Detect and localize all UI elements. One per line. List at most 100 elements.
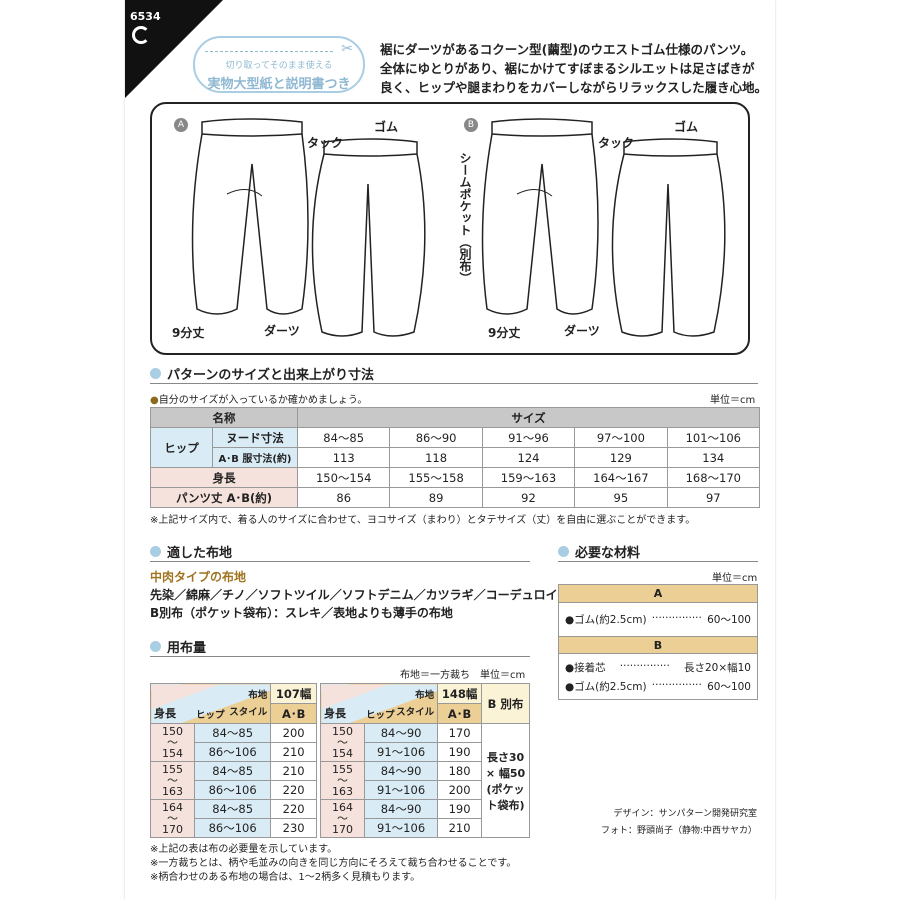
yardage-value: 210 <box>437 818 482 838</box>
table-row: 91〜106 200 <box>321 780 530 800</box>
style-value: A･B <box>437 703 482 724</box>
cell: 134 <box>666 447 761 468</box>
height-range: 164 〜 170 <box>320 799 365 838</box>
yardage-value: 170 <box>437 723 482 743</box>
materials-section-title: 必要な材料 <box>558 542 640 561</box>
hip-range: 84〜90 <box>363 799 439 819</box>
cell: 164〜167 <box>574 467 668 488</box>
cell: 97 <box>666 487 761 508</box>
style-label: スタイル <box>396 707 435 718</box>
dart-label-b: ダーツ <box>564 324 600 338</box>
header-size: サイズ <box>297 407 760 428</box>
fabric-line: 先染／綿麻／チノ／ソフトツイル／ソフトデニム／カツラギ／コーデュロイ <box>150 588 558 602</box>
corner-header: 布地 スタイル 身長 ヒップ <box>149 683 272 724</box>
material-name: ●ゴム(約2.5cm) <box>565 614 647 626</box>
material-item: ●接着芯 ··············· 長さ20×幅10 <box>559 654 757 675</box>
yardage-value: 210 <box>270 761 317 781</box>
fabric-width: 107幅 <box>270 683 317 704</box>
leader-dots: ··············· <box>651 612 702 624</box>
divider <box>558 561 758 562</box>
fabric-line: B別布（ポケット袋布）：スレキ／表地よりも薄手の布地 <box>150 606 453 620</box>
size-unit: 単位＝cm <box>710 395 756 406</box>
material-value: 60〜100 <box>707 614 751 626</box>
cell: 155〜158 <box>389 467 483 488</box>
cell: 86 <box>296 487 391 508</box>
bullet-icon <box>558 546 569 557</box>
height-range: 164 〜 170 <box>150 799 195 838</box>
hip-range: 84〜90 <box>363 723 439 743</box>
elastic-label: ゴム <box>374 120 399 134</box>
size-note-text: 自分のサイズが入っているか確かめましょう。 <box>158 395 368 406</box>
table-row: A･B 服寸法(約) 113 118 124 129 134 <box>151 447 761 468</box>
size-section-title: パターンのサイズと出来上がり寸法 <box>150 364 374 383</box>
section-title-text: 適した布地 <box>167 546 233 561</box>
dart-label: ダーツ <box>264 324 300 338</box>
fabric-width: 148幅 <box>437 683 482 704</box>
material-value: 長さ20×幅10 <box>683 662 751 674</box>
cell: 86〜90 <box>389 427 483 448</box>
height-range: 155 〜 163 <box>320 761 365 800</box>
cell: 91〜96 <box>481 427 576 448</box>
height-label: 身長 <box>154 707 176 720</box>
yardage-value: 210 <box>270 742 317 762</box>
row-label: ヌード寸法 <box>212 427 298 448</box>
style-label: スタイル <box>229 707 268 718</box>
pants-a-front <box>191 118 309 315</box>
tuck-label-b: タック <box>598 136 635 150</box>
cell: 113 <box>296 447 391 468</box>
cell: 124 <box>481 447 576 468</box>
table-row: 155 〜 163 84〜85 210 <box>150 761 317 800</box>
hip-range: 84〜85 <box>193 761 272 781</box>
cell: 150〜154 <box>296 467 391 488</box>
intro-text: 裾にダーツがあるコクーン型(繭型)のウエストゴム仕様のパンツ。 全体にゆとりがあ… <box>380 40 767 97</box>
cut-line <box>205 51 333 52</box>
hip-range: 86〜106 <box>193 818 272 838</box>
fabric-label: 布地 <box>415 690 435 701</box>
fabric-label: 布地 <box>248 690 268 701</box>
b-extra-header: B 別布 <box>481 683 530 724</box>
corner-header: 布地 スタイル 身長 ヒップ <box>319 683 439 724</box>
height-range: 150 〜 154 <box>320 723 365 762</box>
length-label-b: 9分丈 <box>488 326 521 340</box>
style-b-mark: B <box>464 118 478 132</box>
pattern-badge: ✂ 切り取ってそのまま使える 実物大型紙と説明書つき <box>193 36 365 93</box>
credits: デザイン：サンパターン開発研究室 フォト：野頭尚子（静物:中西サヤカ） <box>601 806 757 836</box>
materials-a-header: A <box>559 585 757 603</box>
cell: 168〜170 <box>666 467 761 488</box>
intro-line: 良く、ヒップや腿まわりをカバーしながらリラックスした履き心地。 <box>380 80 768 95</box>
table-row: 身長 150〜154 155〜158 159〜163 164〜167 168〜170 <box>150 467 761 488</box>
section-title-text: パターンのサイズと出来上がり寸法 <box>167 368 374 383</box>
divider <box>150 383 758 384</box>
table-row: 150 〜 154 84〜85 200 <box>150 723 317 762</box>
section-title-text: 用布量 <box>167 641 207 656</box>
hip-range: 91〜106 <box>363 780 439 800</box>
elastic-label-b: ゴム <box>674 120 699 134</box>
hip-range: 84〜85 <box>193 723 272 743</box>
scissors-icon: ✂ <box>341 41 353 57</box>
table-row: 150 〜 154 84〜90 170 長さ30 × 幅50 (ポケット袋布) <box>320 723 530 838</box>
materials-b-header: B <box>559 636 757 654</box>
brand-logo <box>132 26 150 44</box>
table-row: パンツ丈 A･B(約) 86 89 92 95 97 <box>150 487 761 508</box>
cell: 84〜85 <box>296 427 391 448</box>
yardage-value: 180 <box>437 761 482 781</box>
size-note: ●自分のサイズが入っているか確かめましょう。 <box>150 395 368 406</box>
fabric-section-title: 適した布地 <box>150 542 232 561</box>
badge-small-text: 切り取ってそのまま使える <box>225 61 333 71</box>
hip-range: 91〜106 <box>363 742 439 762</box>
hip-range: 84〜90 <box>363 761 439 781</box>
material-item: ●ゴム(約2.5cm) ··············· 60〜100 <box>559 603 757 636</box>
material-value: 60〜100 <box>707 681 751 693</box>
hip-range: 91〜106 <box>363 818 439 838</box>
table-row: 86〜106 210 <box>151 742 317 762</box>
cell: 118 <box>389 447 483 468</box>
header-name: 名称 <box>150 407 298 428</box>
hip-range: 86〜106 <box>193 780 272 800</box>
table-row: 164 〜 170 84〜90 190 <box>320 799 530 838</box>
pattern-number: 6534 <box>130 10 161 23</box>
pants-illustration <box>191 118 726 337</box>
leader-dots: ··············· <box>651 679 702 691</box>
hip-label: ヒップ <box>196 710 225 721</box>
hip-range: 84〜85 <box>193 799 272 819</box>
b-extra-value: 長さ30 × 幅50 (ポケット袋布) <box>481 723 530 838</box>
